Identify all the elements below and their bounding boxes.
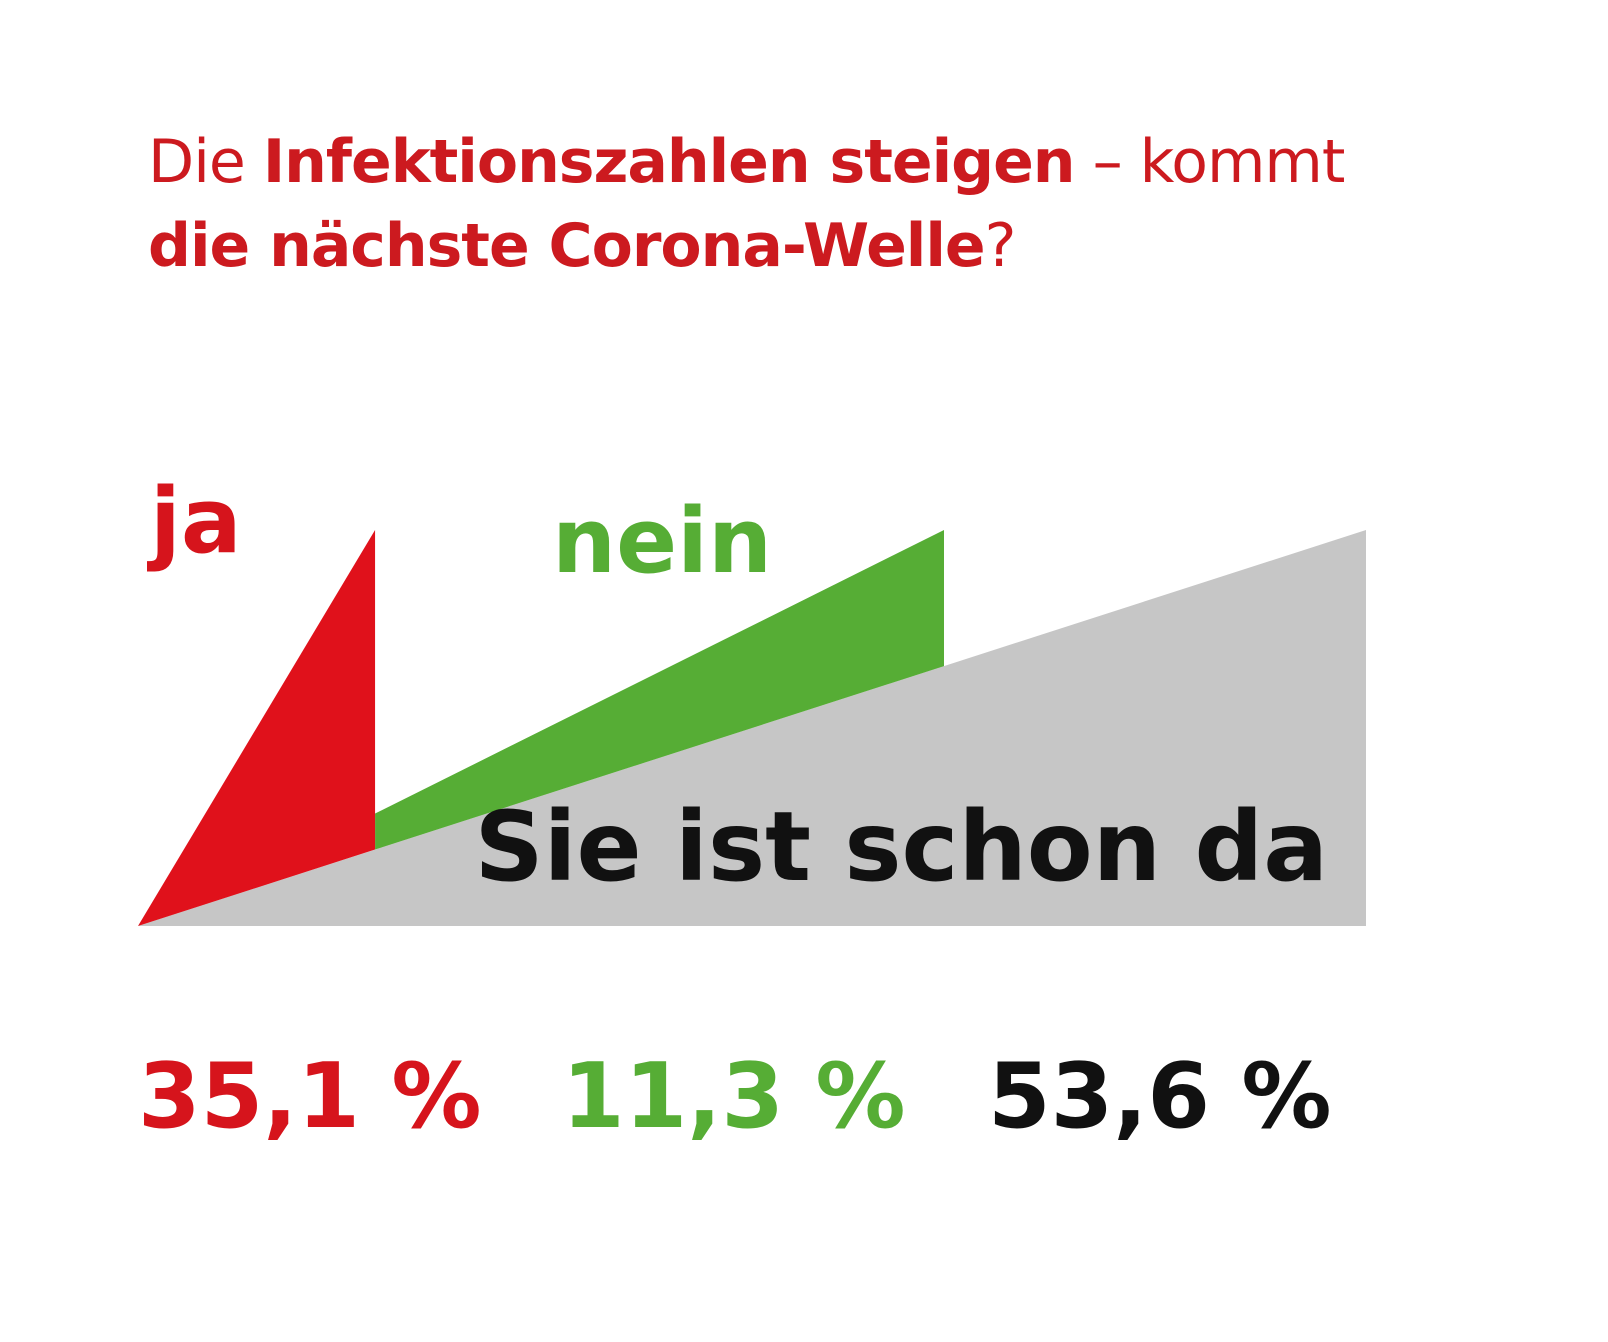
category-label-ja: ja [147, 469, 242, 574]
chart-areas [138, 530, 1366, 926]
area-nein [375, 530, 944, 850]
title-part-5: ? [984, 211, 1017, 281]
category-label-schon-da: Sie ist schon da [474, 791, 1328, 903]
title-part-1: Die [148, 127, 263, 197]
category-label-nein: nein [552, 489, 772, 594]
value-label-3: 53,6 % [988, 1044, 1332, 1149]
chart-title: Die Infektionszahlen steigen – kommt die… [148, 120, 1528, 288]
chart-value-labels: 35,1 % 11,3 % 53,6 % [138, 1044, 1332, 1149]
title-part-3: – kommt [1074, 127, 1346, 197]
value-label-2: 11,3 % [562, 1044, 906, 1149]
value-label-1: 35,1 % [138, 1044, 482, 1149]
area-ja [138, 530, 376, 926]
chart-category-labels: ja nein Sie ist schon da [147, 469, 1328, 903]
title-part-2: Infektionszahlen steigen [262, 127, 1076, 197]
title-part-4: die nächste Corona-Welle [148, 211, 986, 281]
